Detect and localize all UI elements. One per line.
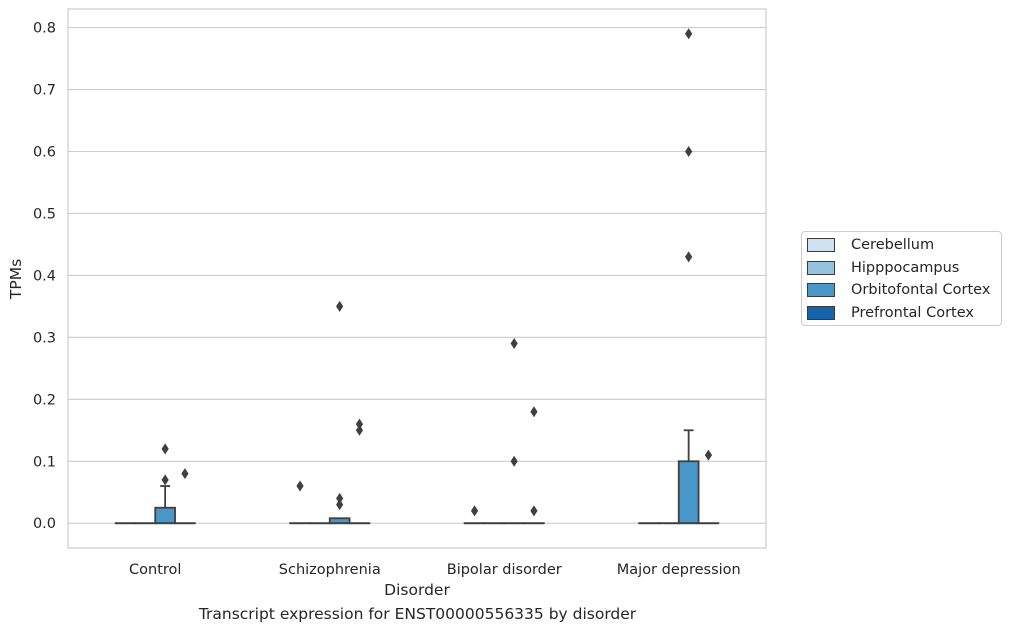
x-tick-label: Major depression [617,562,741,578]
outlier-point [336,300,344,312]
legend-item-orbitofrontal-cortex: Orbitofontal Cortex [807,281,990,299]
x-tick-labels: Control Schizophrenia Bipolar disorder Majo… [129,562,741,578]
outlier-point [336,499,344,511]
legend-item-prefrontal-cortex: Prefrontal Cortex [807,304,974,322]
outlier-point [530,406,538,418]
legend-item-cerebellum: Cerebellum [807,236,934,254]
grid-lines [68,27,766,524]
outlier-point [685,145,693,157]
outlier-point [510,455,518,467]
outlier-point [296,480,304,492]
x-tick-label: Bipolar disorder [447,562,562,578]
legend-swatch [807,261,835,275]
y-tick-label: 0.2 [33,392,56,408]
x-tick-label: Control [129,562,181,578]
outlier-point [161,443,169,455]
outlier-point [704,449,713,461]
legend-label: Prefrontal Cortex [851,305,974,321]
legend: Cerebellum Hipppocampus Orbitofontal Cor… [801,231,1002,326]
box-orbitofontal-cortex [154,485,176,525]
y-tick-label: 0.5 [33,206,56,222]
outliers [161,28,713,517]
legend-swatch [807,283,835,297]
legend-label: Hipppocampus [851,260,960,276]
y-axis-label: TPMs [7,259,25,300]
y-tick-label: 0.6 [33,144,56,160]
y-tick-label: 0.3 [33,330,56,346]
outlier-point [181,468,189,480]
legend-swatch [807,306,835,320]
plot-frame [67,8,767,549]
y-tick-label: 0.4 [33,268,56,284]
outlier-point [685,28,693,40]
y-tick-label: 0.7 [33,83,56,99]
outlier-point [355,418,364,430]
box [677,460,700,525]
y-tick-label: 0.1 [33,454,56,470]
figure-caption: Transcript expression for ENST0000055633… [198,605,637,623]
y-tick-labels: 0.0 0.1 0.2 0.3 0.4 0.5 0.6 0.7 0.8 [33,21,56,533]
legend-swatch [807,238,835,252]
y-tick-label: 0.8 [33,21,56,37]
outlier-point [161,474,169,486]
box [154,506,176,525]
x-tick-label: Schizophrenia [279,562,381,578]
outlier-point [685,251,693,263]
box-orbitofontal-cortex [677,429,700,525]
y-tick-label: 0.0 [33,516,56,532]
outlier-point [530,505,538,517]
outlier-point [355,424,364,436]
legend-label: Orbitofontal Cortex [851,282,991,298]
outlier-point [510,338,518,350]
legend-label: Cerebellum [851,237,935,253]
x-axis-label: Disorder [384,581,450,599]
outlier-point [336,492,344,504]
box-orbitofontal-cortex [328,517,351,525]
legend-item-hippocampus: Hipppocampus [807,259,959,277]
outlier-point [470,505,479,517]
boxes [114,429,720,525]
